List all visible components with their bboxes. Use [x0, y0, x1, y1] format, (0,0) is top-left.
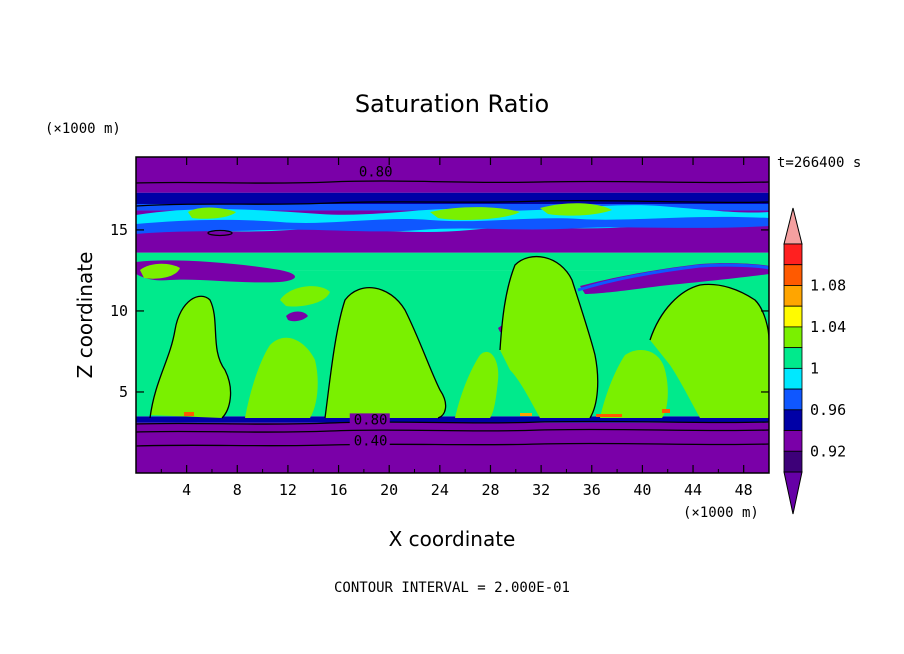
green-patch-top-right [540, 203, 612, 216]
x-tick-label-8: 8 [233, 481, 242, 499]
contour-mid-4 [649, 283, 769, 341]
orange-spot-3 [596, 414, 622, 417]
x-tick-label-44: 44 [684, 481, 702, 499]
colorbar-segment-2 [783, 285, 803, 307]
band-1 [136, 416, 769, 423]
time-label: t=266400 s [777, 155, 861, 171]
x-axis-ticks: 4 8 12 16 20 24 28 32 36 40 44 48 [160, 157, 753, 499]
contour-lower-080 [136, 420, 769, 425]
field-features [136, 203, 769, 418]
colorbar-label-4: 0.92 [810, 442, 846, 460]
band-3 [136, 252, 769, 271]
x-tick-label-48: 48 [735, 481, 753, 499]
green-patch-top-mid [430, 207, 520, 220]
green-column-1 [150, 296, 231, 418]
contour-loop [207, 229, 233, 237]
x-tick-label-4: 4 [182, 481, 191, 499]
colorbar-segment-6 [783, 367, 803, 390]
x-tick-label-16: 16 [330, 481, 348, 499]
green-column-4 [455, 351, 499, 418]
colorbar-label-2: 1 [810, 359, 819, 377]
contour-label-bg-1 [349, 413, 390, 428]
contour-lines [136, 180, 769, 447]
x-tick-label-20: 20 [380, 481, 398, 499]
green-column-6 [600, 350, 668, 418]
y-axis-label: Z coordinate [73, 252, 97, 379]
contour-interval-label: CONTOUR INTERVAL = 2.000E-01 [334, 580, 570, 596]
contour-label-2: 0.40 [354, 433, 388, 449]
contour-mid-3 [499, 256, 599, 419]
colorbar-segment-3 [783, 305, 803, 328]
z-tick-label-10: 10 [110, 302, 128, 320]
green-column-5 [500, 256, 598, 418]
blue-ring-2 [577, 263, 769, 292]
colorbar-label-1: 1.04 [810, 318, 846, 336]
band-6 [136, 192, 769, 204]
colorbar-segment-4 [783, 326, 803, 349]
purple-blob-4 [286, 311, 308, 322]
x-unit-label: (×1000 m) [683, 505, 759, 521]
x-tick-label-32: 32 [532, 481, 550, 499]
colorbar-segment-5 [783, 347, 803, 369]
plot-area [136, 157, 769, 473]
colorbar: 1.08 1.04 1 0.96 0.92 [783, 207, 846, 515]
colorbar-segment-8 [783, 409, 803, 431]
plot-frame [135, 156, 770, 474]
colorbar-bottom-triangle [783, 471, 803, 515]
contour-mid-1 [149, 295, 232, 419]
x-tick-label-28: 28 [481, 481, 499, 499]
colorbar-segment-0 [783, 243, 803, 266]
x-tick-label-12: 12 [279, 481, 297, 499]
colorbar-segment-1 [783, 264, 803, 286]
z-tick-label-15: 15 [110, 221, 128, 239]
orange-spot-1 [184, 412, 194, 416]
green-patch-mid [280, 286, 330, 307]
band-7 [136, 157, 769, 193]
x-tick-label-36: 36 [583, 481, 601, 499]
contour-mid-2 [324, 287, 447, 419]
contour-upper-080 [136, 180, 769, 184]
green-column-7 [650, 284, 769, 418]
colorbar-segment-9 [783, 430, 803, 452]
contour-label-0: 0.80 [359, 164, 393, 180]
colorbar-label-0: 1.08 [810, 276, 846, 294]
colorbar-top-triangle [783, 207, 803, 245]
blue-streak-upper [136, 216, 769, 234]
z-axis-ticks: 5 10 15 [110, 221, 769, 401]
contour-label-bg-0 [354, 165, 395, 180]
green-column-3 [325, 287, 446, 418]
orange-spot-2 [520, 413, 532, 416]
contour-labels: 0.80 0.80 0.40 [349, 164, 395, 449]
contour-label-bg-2 [349, 434, 390, 449]
x-tick-label-24: 24 [431, 481, 449, 499]
green-patch-left-mid [140, 263, 180, 279]
contour-lower-040 [136, 442, 769, 447]
colorbar-label-3: 0.96 [810, 401, 846, 419]
band-5 [136, 203, 769, 211]
orange-spot-4 [662, 409, 670, 413]
x-axis-label: X coordinate [389, 527, 516, 551]
z-tick-label-5: 5 [119, 383, 128, 401]
contour-lower-mid [136, 428, 769, 433]
green-column-2 [245, 337, 318, 418]
contour-upper-edge [136, 199, 769, 207]
colorbar-segment-7 [783, 388, 803, 411]
colorbar-segment-10 [783, 450, 803, 473]
contour-label-1: 0.80 [354, 412, 388, 428]
green-patch-top-left [188, 207, 236, 219]
purple-tongue-1 [136, 260, 295, 283]
z-unit-label: (×1000 m) [45, 121, 121, 137]
x-tick-label-40: 40 [633, 481, 651, 499]
chart-title: Saturation Ratio [355, 90, 549, 118]
purple-tongue-2 [580, 263, 769, 294]
